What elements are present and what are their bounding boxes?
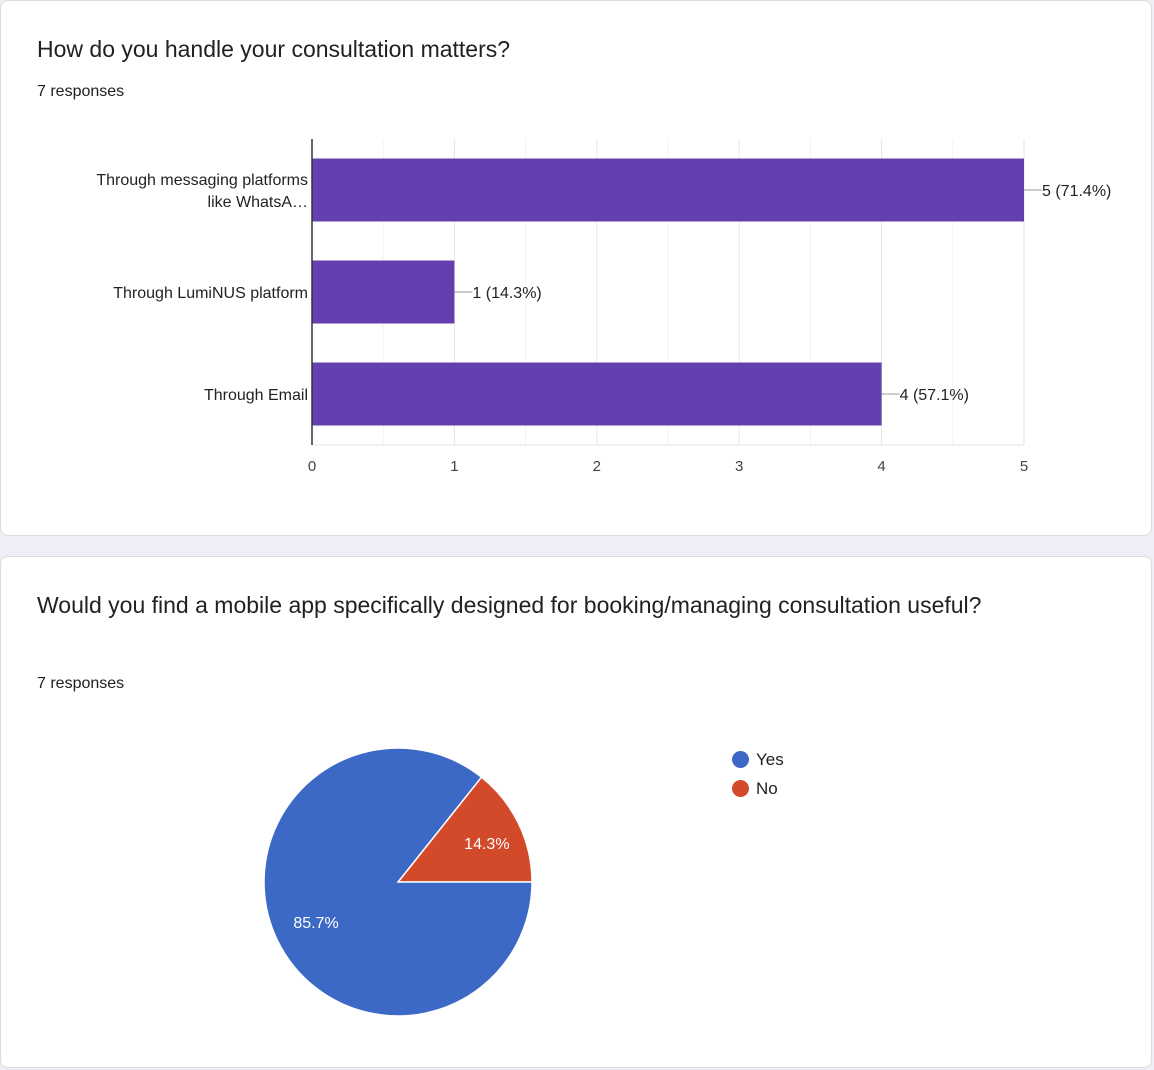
bar-3 <box>312 362 882 426</box>
category-label: Through messaging platforms <box>96 172 308 189</box>
category-label: Through Email <box>204 387 308 404</box>
response-count: 7 responses <box>37 675 125 692</box>
pie-chart: 14.3% 85.7% <box>263 747 533 1017</box>
legend-item-yes[interactable]: Yes <box>732 745 784 774</box>
question-title: Would you find a mobile app specifically… <box>37 592 982 618</box>
x-tick-label: 0 <box>308 458 316 475</box>
category-label: like WhatsA… <box>208 194 308 211</box>
x-tick-label: 3 <box>735 458 743 475</box>
pie-slice-no <box>396 776 533 883</box>
question-card-2: Would you find a mobile app specifically… <box>0 556 1152 1068</box>
legend-swatch-yes <box>732 751 749 768</box>
bar-1 <box>312 158 1024 222</box>
category-label: Through LumiNUS platform <box>113 285 308 302</box>
bar-chart: Through messaging platforms like WhatsA… 5… <box>96 139 1111 475</box>
x-tick-label: 5 <box>1020 458 1028 475</box>
data-label: 4 (57.1%) <box>900 387 969 404</box>
question-card-1: How do you handle your consultation matt… <box>0 0 1152 536</box>
legend-label-no: No <box>756 778 778 798</box>
x-tick-label: 4 <box>877 458 885 475</box>
x-tick-label: 2 <box>593 458 601 475</box>
x-tick-label: 1 <box>450 458 458 475</box>
question-title: How do you handle your consultation matt… <box>37 36 511 62</box>
data-label: 1 (14.3%) <box>472 285 541 302</box>
pie-slice-label: 14.3% <box>464 836 509 853</box>
pie-slice-yes <box>263 747 533 1017</box>
response-count: 7 responses <box>37 83 125 100</box>
legend-label-yes: Yes <box>756 749 784 769</box>
legend-swatch-no <box>732 780 749 797</box>
chart-legend: Yes No <box>732 745 784 803</box>
legend-item-no[interactable]: No <box>732 774 784 803</box>
pie-slice-label: 85.7% <box>293 915 338 932</box>
data-label: 5 (71.4%) <box>1042 183 1111 200</box>
bar-2 <box>312 260 455 324</box>
